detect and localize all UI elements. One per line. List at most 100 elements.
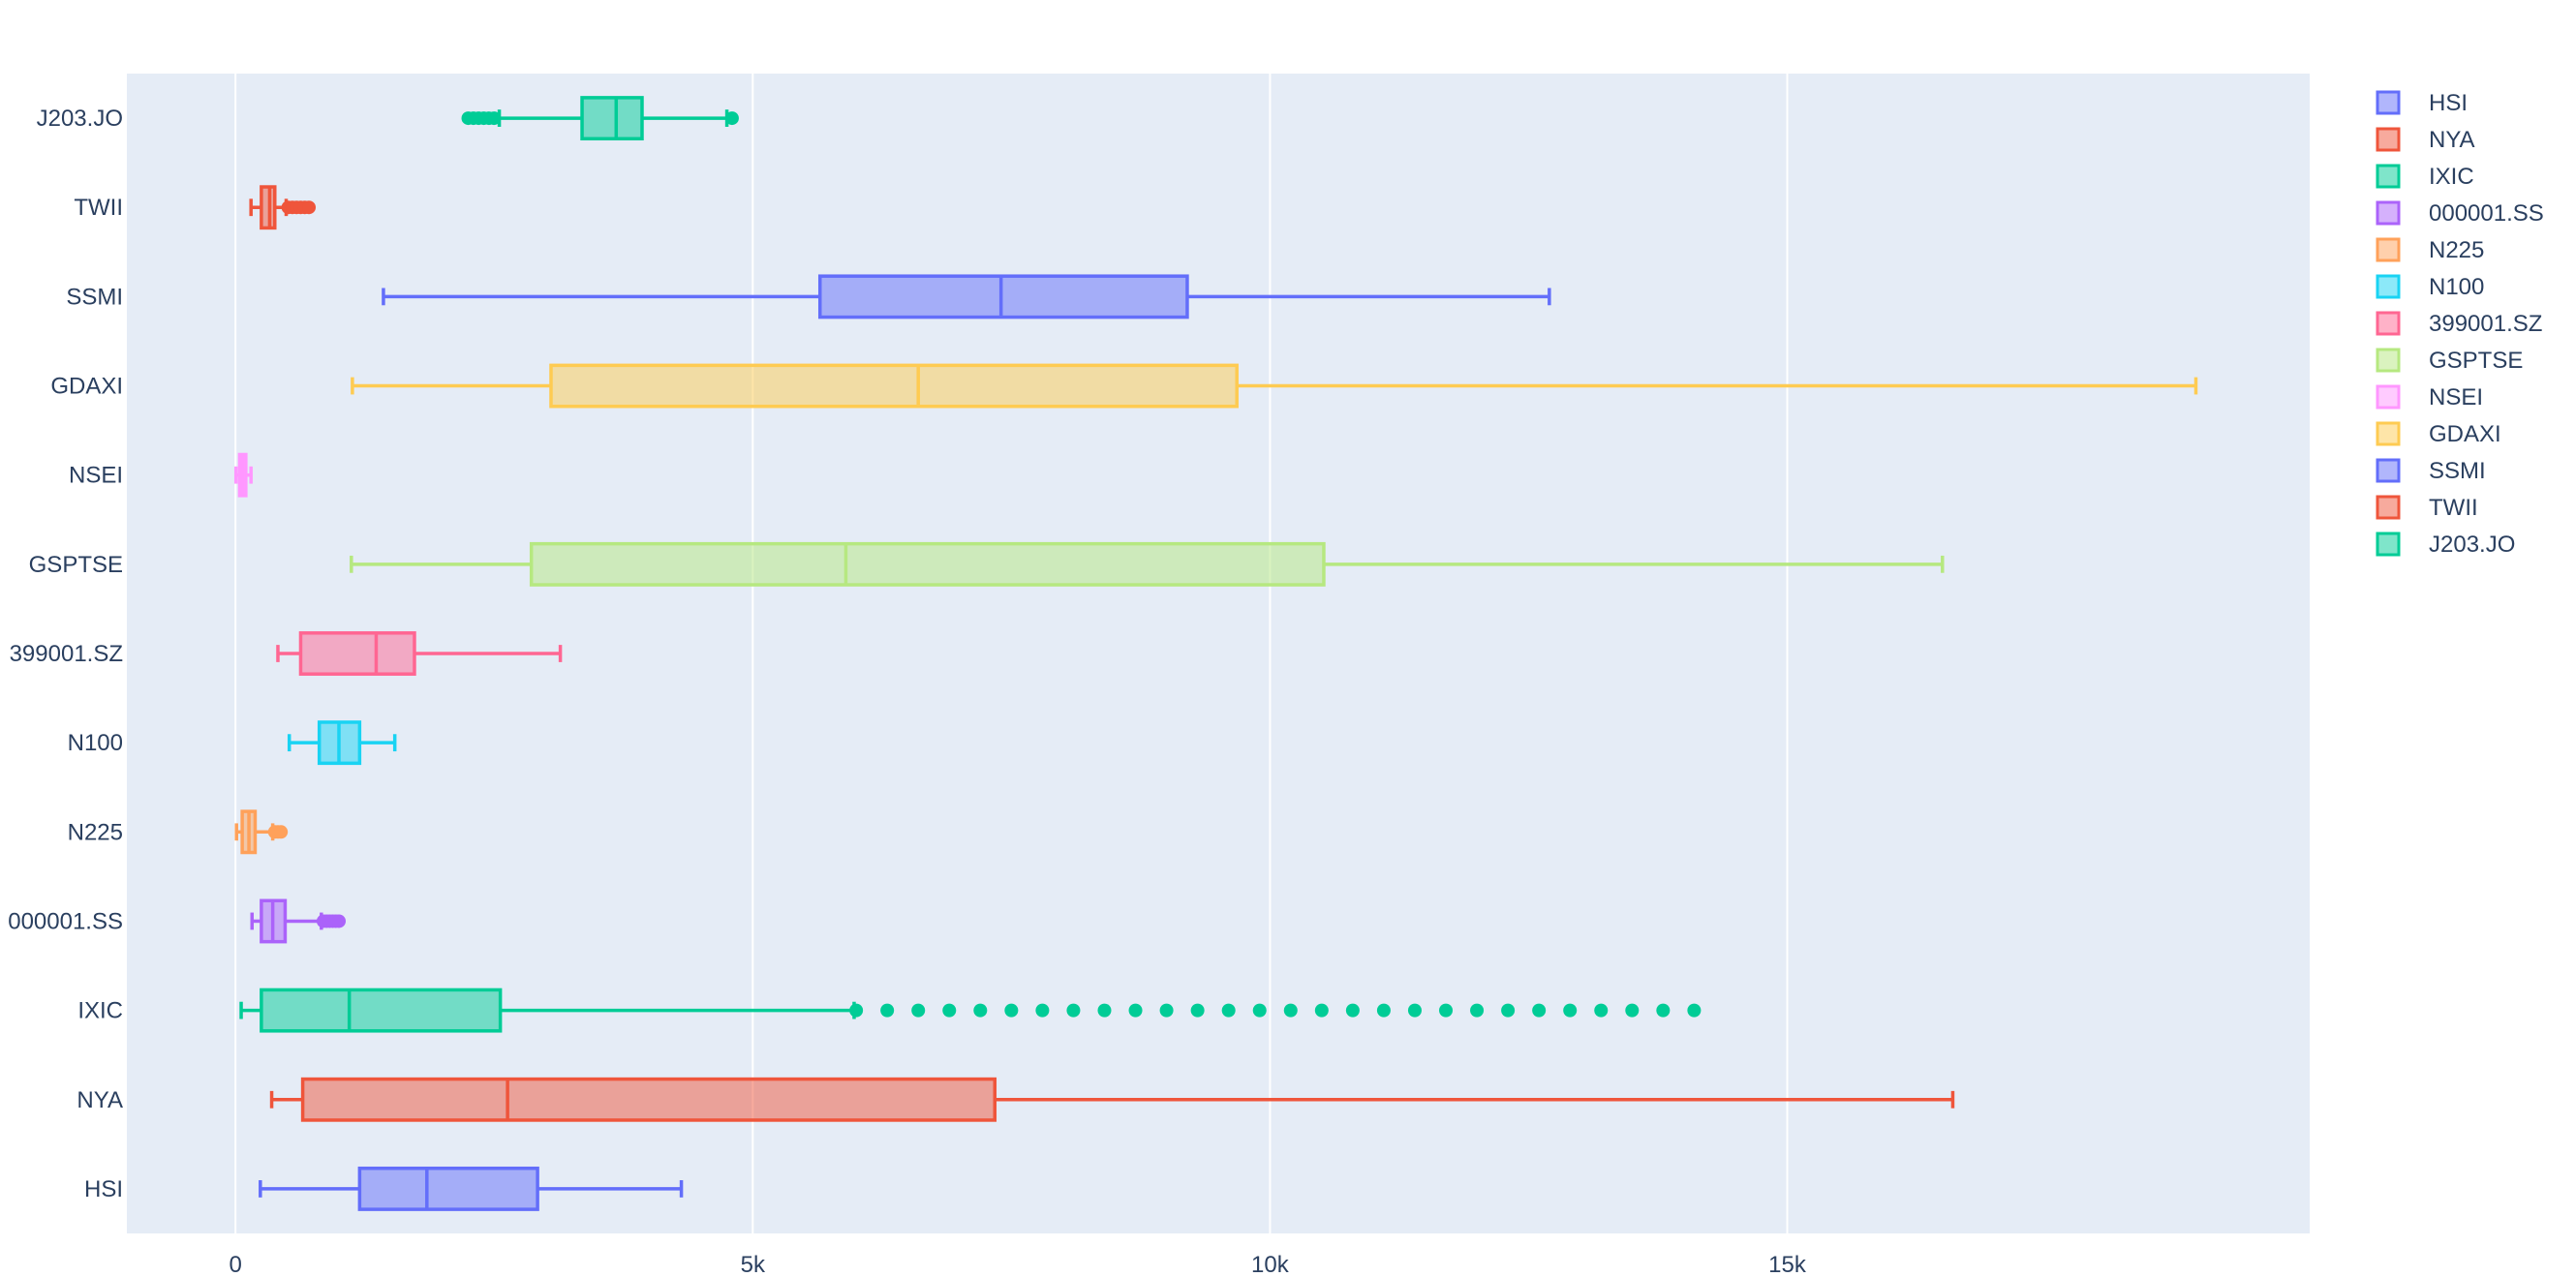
box-gsptse[interactable]	[350, 541, 1945, 587]
x-axis: 0 5k 10k 15k	[229, 1252, 1806, 1277]
outlier-point	[911, 1003, 926, 1018]
legend-label: HSI	[2429, 90, 2468, 116]
box-gdaxi[interactable]	[351, 363, 2198, 409]
legend-label: NYA	[2429, 127, 2475, 153]
legend-swatch	[2376, 532, 2401, 557]
legend-swatch	[2376, 421, 2401, 446]
outlier-point	[1656, 1003, 1671, 1018]
outlier-point	[1035, 1003, 1050, 1018]
grid-lines	[234, 74, 1789, 1233]
legend-item[interactable]: J203.JO	[2376, 532, 2515, 558]
legend-swatch	[2376, 164, 2401, 189]
legend-label: IXIC	[2429, 164, 2474, 190]
box-399001-sz[interactable]	[276, 631, 563, 676]
legend-label: N225	[2429, 237, 2484, 263]
outlier-point	[1159, 1003, 1174, 1018]
y-tick-label: NYA	[77, 1087, 123, 1113]
box-nya[interactable]	[269, 1077, 1955, 1122]
y-tick-label: J203.JO	[37, 106, 123, 132]
box-iqr	[817, 274, 1189, 319]
legend-label: GSPTSE	[2429, 348, 2523, 374]
outlier-point	[1376, 1003, 1391, 1018]
box-ssmi[interactable]	[382, 274, 1551, 319]
legend-swatch	[2376, 274, 2401, 299]
legend-item[interactable]: HSI	[2376, 90, 2468, 116]
outlier-point	[1097, 1003, 1112, 1018]
legend-swatch	[2376, 90, 2401, 115]
y-tick-label: 399001.SZ	[10, 641, 123, 667]
y-tick-label: HSI	[84, 1176, 123, 1202]
legend-item[interactable]: NSEI	[2376, 384, 2483, 410]
y-tick-label: SSMI	[66, 284, 123, 310]
legend-item[interactable]: IXIC	[2376, 164, 2474, 190]
outlier-point	[331, 914, 346, 928]
box-nsei[interactable]	[233, 452, 253, 498]
legend-item[interactable]: TWII	[2376, 495, 2478, 521]
outlier-point	[1314, 1003, 1329, 1018]
legend-label: J203.JO	[2429, 532, 2515, 558]
legend[interactable]: HSI NYA IXIC 000001.SS N225 N100 399001.SZ GSPT…	[2376, 90, 2544, 558]
outlier-point	[973, 1003, 988, 1018]
legend-swatch	[2376, 384, 2401, 410]
legend-item[interactable]: NYA	[2376, 127, 2475, 153]
outlier-point	[1252, 1003, 1267, 1018]
legend-item[interactable]: GDAXI	[2376, 421, 2501, 447]
legend-item[interactable]: 000001.SS	[2376, 200, 2544, 227]
box-iqr	[580, 96, 644, 141]
outlier-point	[1004, 1003, 1019, 1018]
box-hsi[interactable]	[259, 1166, 684, 1211]
legend-item[interactable]: 399001.SZ	[2376, 311, 2542, 337]
legend-label: SSMI	[2429, 458, 2486, 484]
outlier-point	[1687, 1003, 1702, 1018]
legend-item[interactable]: N225	[2376, 237, 2484, 263]
legend-swatch	[2376, 200, 2401, 226]
legend-label: 000001.SS	[2429, 200, 2544, 227]
legend-label: TWII	[2429, 495, 2478, 521]
legend-swatch	[2376, 311, 2401, 336]
legend-swatch	[2376, 127, 2401, 152]
x-tick-label: 0	[229, 1252, 241, 1272]
box-ixic[interactable]	[239, 988, 1702, 1033]
legend-item[interactable]: N100	[2376, 274, 2484, 300]
y-tick-label: 000001.SS	[8, 908, 123, 934]
outlier-point	[1407, 1003, 1422, 1018]
outlier-point	[1532, 1003, 1547, 1018]
x-tick-label: 5k	[741, 1252, 766, 1272]
box-n225[interactable]	[234, 809, 289, 855]
legend-item[interactable]: SSMI	[2376, 458, 2486, 484]
box-iqr	[298, 631, 416, 676]
outlier-point	[1221, 1003, 1236, 1018]
legend-label: GDAXI	[2429, 421, 2501, 447]
y-tick-label: TWII	[74, 195, 123, 221]
legend-label: NSEI	[2429, 384, 2483, 410]
box-iqr	[300, 1077, 997, 1122]
y-tick-label: GDAXI	[50, 374, 123, 400]
box-000001-ss[interactable]	[250, 898, 346, 944]
outlier-point	[1501, 1003, 1516, 1018]
box-iqr	[529, 541, 1326, 587]
y-tick-label: IXIC	[77, 998, 123, 1024]
box-twii[interactable]	[249, 185, 317, 230]
outlier-point	[1190, 1003, 1205, 1018]
outlier-point	[487, 111, 502, 126]
legend-swatch	[2376, 458, 2401, 483]
y-tick-label: N100	[68, 730, 123, 756]
y-tick-label: NSEI	[69, 463, 123, 489]
outlier-point	[942, 1003, 957, 1018]
x-tick-label: 10k	[1251, 1252, 1290, 1272]
y-tick-label: N225	[68, 819, 123, 845]
outlier-point	[1625, 1003, 1640, 1018]
outlier-point	[724, 111, 739, 126]
box-j203-jo[interactable]	[461, 96, 739, 141]
outlier-point	[1594, 1003, 1609, 1018]
box-iqr	[549, 363, 1239, 409]
outlier-point	[880, 1003, 895, 1018]
box-series-layer	[233, 96, 2198, 1211]
box-n100[interactable]	[287, 720, 397, 766]
outlier-point	[274, 825, 289, 839]
outlier-point	[1283, 1003, 1298, 1018]
outlier-point	[1345, 1003, 1360, 1018]
legend-item[interactable]: GSPTSE	[2376, 348, 2523, 374]
